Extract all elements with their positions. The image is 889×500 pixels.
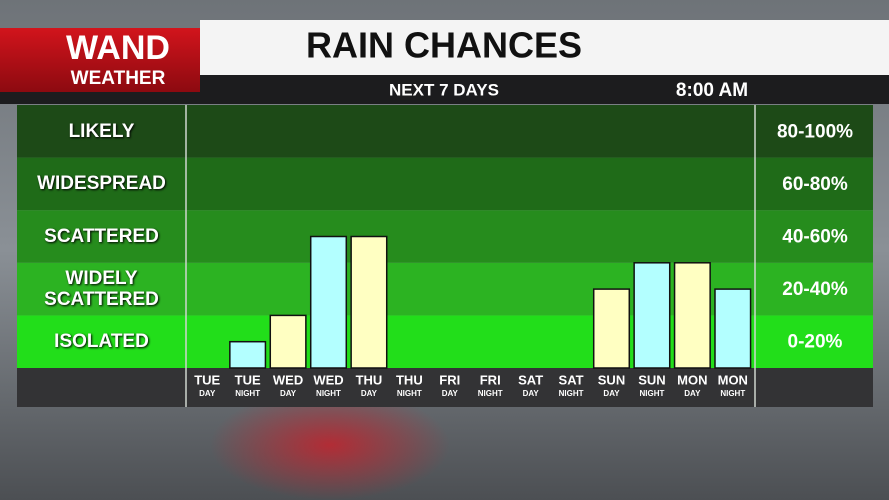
bar [673,262,711,369]
x-tick-sublabel: NIGHT [235,389,260,398]
band-range: 0-20% [788,332,843,353]
x-tick-sublabel: DAY [199,389,216,398]
band-label: WIDESPREAD [37,173,166,195]
bar [714,288,752,369]
x-tick-sublabel: NIGHT [639,389,664,398]
x-tick-sublabel: DAY [361,389,378,398]
band [17,157,873,211]
bar [309,235,348,369]
x-tick-label: MON [677,372,707,387]
band [17,105,873,158]
subtitle: NEXT 7 DAYS [389,80,499,99]
logo [0,28,200,92]
band-label: WIDELY SCATTERED [44,268,159,311]
band-label-box: LIKELY [68,120,135,142]
chart: LIKELY 80-100% WIDESPREAD 60-80% SCATTERED 40… [17,105,873,407]
x-tick-label: SAT [518,372,543,387]
band-label-box: WIDESPREAD [37,173,166,195]
bar [350,235,388,369]
x-tick-label: FRI [439,372,460,387]
x-tick-label: TUE [194,372,220,387]
band-label-box: SCATTERED [44,225,159,247]
band-range: 40-60% [782,227,848,248]
bar [269,314,307,369]
band [17,210,873,263]
x-tick-sublabel: NIGHT [397,389,422,398]
logo-top: WAND [66,29,170,67]
band-range: 20-40% [782,279,848,300]
x-tick-sublabel: DAY [280,389,297,398]
x-tick-label: THU [356,372,383,387]
x-tick-label: WED [273,372,303,387]
x-tick-sublabel: DAY [603,389,620,398]
x-tick-label: FRI [480,372,501,387]
x-tick-sublabel: DAY [523,389,540,398]
x-tick-sublabel: NIGHT [478,389,503,398]
band-range: 60-80% [782,174,848,195]
x-tick-sublabel: NIGHT [316,389,341,398]
title: RAIN CHANCES [306,25,582,66]
x-tick-sublabel: DAY [442,389,459,398]
band-range: 80-100% [777,121,853,142]
bar [229,340,267,369]
x-tick-label: TUE [235,372,261,387]
band-label-box: ISOLATED [54,331,149,353]
x-tick-sublabel: NIGHT [559,389,584,398]
background-blur [210,390,450,500]
band-label: LIKELY [68,120,135,142]
x-tick-label: SUN [598,372,625,387]
bar [633,262,671,369]
band-label: SCATTERED [44,225,159,247]
bar [592,288,631,369]
title-bar [200,20,889,76]
x-tick-sublabel: DAY [684,389,701,398]
x-tick-label: SUN [638,372,665,387]
x-tick-label: WED [313,372,343,387]
time: 8:00 AM [676,80,748,101]
band-label-box: WIDELY SCATTERED [44,268,159,311]
x-tick-sublabel: NIGHT [720,389,745,398]
x-tick-label: MON [718,372,748,387]
logo-bottom: WEATHER [71,68,166,89]
label-row [17,368,873,407]
band-label: ISOLATED [54,331,149,353]
x-tick-label: SAT [559,372,584,387]
x-tick-label: THU [396,372,423,387]
